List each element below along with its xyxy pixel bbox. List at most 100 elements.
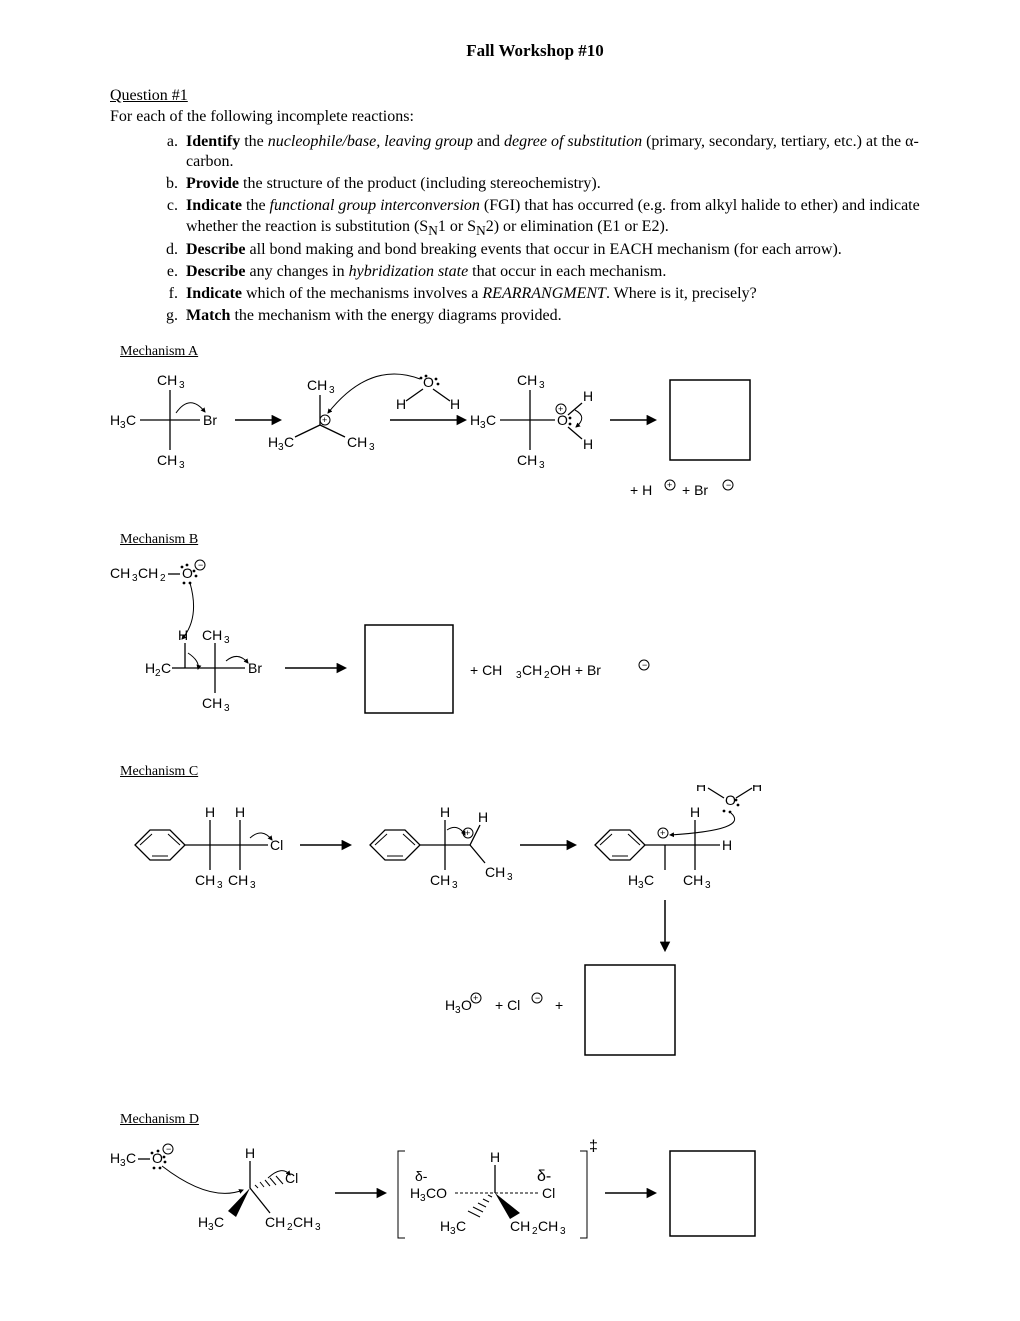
svg-text:CH: CH bbox=[228, 872, 248, 888]
svg-text:H: H bbox=[440, 804, 450, 820]
svg-text:CH: CH bbox=[522, 662, 542, 678]
page-title: Fall Workshop #10 bbox=[110, 40, 960, 62]
svg-text:2: 2 bbox=[160, 573, 166, 584]
svg-text:H: H bbox=[690, 804, 700, 820]
svg-text:‡: ‡ bbox=[589, 1138, 598, 1155]
svg-text:CO: CO bbox=[426, 1185, 447, 1201]
svg-text:3: 3 bbox=[224, 703, 230, 714]
svg-text:Br: Br bbox=[248, 660, 262, 676]
mechanism-b-diagram: CH3 CH2 O − H H2C CH3 CH3 Br + CH3 CH2 O… bbox=[110, 553, 960, 733]
svg-text:δ-: δ- bbox=[415, 1168, 428, 1184]
svg-text:3: 3 bbox=[452, 880, 458, 891]
svg-text:H: H bbox=[583, 436, 593, 452]
svg-text:Br: Br bbox=[203, 412, 217, 428]
svg-text:CH: CH bbox=[157, 452, 177, 468]
svg-text:3: 3 bbox=[329, 385, 335, 396]
list-item: Identify the nucleophile/base, leaving g… bbox=[182, 132, 960, 174]
svg-text:+ Cl: + Cl bbox=[495, 997, 520, 1013]
svg-text:+: + bbox=[322, 415, 327, 425]
svg-text:H: H bbox=[198, 1214, 208, 1230]
svg-text:Cl: Cl bbox=[542, 1185, 555, 1201]
svg-text:CH: CH bbox=[202, 627, 222, 643]
list-item: Describe any changes in hybridization st… bbox=[182, 262, 960, 283]
svg-text:+: + bbox=[558, 404, 563, 414]
svg-text:H: H bbox=[470, 412, 480, 428]
svg-text:CH: CH bbox=[110, 565, 130, 581]
svg-text:CH: CH bbox=[157, 372, 177, 388]
mechanism-c-label: Mechanism C bbox=[120, 763, 960, 781]
svg-text:3: 3 bbox=[369, 442, 375, 453]
svg-text:3: 3 bbox=[539, 380, 545, 391]
subquestion-list: Identify the nucleophile/base, leaving g… bbox=[110, 132, 960, 327]
svg-text:CH: CH bbox=[517, 372, 537, 388]
svg-text:H: H bbox=[145, 660, 155, 676]
svg-text:+ Br: + Br bbox=[682, 482, 708, 498]
svg-text:−: − bbox=[166, 1144, 171, 1154]
mechanism-a-diagram: CH3 CH3 H3C Br CH3 H3C CH3 + O HH CH3 CH… bbox=[110, 365, 960, 515]
mechanism-d-diagram: H3C O − H H3C CH2CH3 Cl ‡ bbox=[110, 1133, 960, 1273]
svg-text:H: H bbox=[245, 1145, 255, 1161]
svg-text:H: H bbox=[110, 412, 120, 428]
svg-text:δ-: δ- bbox=[537, 1168, 551, 1185]
svg-text:3: 3 bbox=[539, 460, 545, 471]
svg-text:−: − bbox=[198, 560, 203, 570]
svg-text:3: 3 bbox=[315, 1222, 321, 1233]
svg-text:O: O bbox=[461, 997, 472, 1013]
svg-text:3: 3 bbox=[250, 880, 256, 891]
svg-text:+: + bbox=[473, 993, 478, 1003]
svg-text:3: 3 bbox=[179, 380, 185, 391]
svg-text:C: C bbox=[284, 434, 294, 450]
mechanism-a-label: Mechanism A bbox=[120, 343, 960, 361]
svg-text:CH: CH bbox=[510, 1218, 530, 1234]
svg-text:CH: CH bbox=[683, 872, 703, 888]
question-header: Question #1 bbox=[110, 86, 960, 107]
svg-text:H: H bbox=[235, 804, 245, 820]
svg-text:H: H bbox=[445, 997, 455, 1013]
svg-text:CH: CH bbox=[202, 695, 222, 711]
svg-text:+ CH: + CH bbox=[470, 662, 502, 678]
svg-text:CH: CH bbox=[347, 434, 367, 450]
svg-text:H: H bbox=[410, 1185, 420, 1201]
svg-text:H: H bbox=[722, 837, 732, 853]
mechanism-c-diagram: H CH3 H CH3 Cl H CH3 H CH3 + bbox=[110, 785, 960, 1095]
list-item: Indicate the functional group interconve… bbox=[182, 196, 960, 239]
svg-text:O: O bbox=[152, 1150, 163, 1166]
svg-text:+: + bbox=[555, 997, 563, 1013]
svg-text:CH: CH bbox=[195, 872, 215, 888]
svg-text:C: C bbox=[126, 1150, 136, 1166]
svg-text:3: 3 bbox=[224, 635, 230, 646]
svg-text:OH + Br: OH + Br bbox=[550, 662, 601, 678]
svg-text:H: H bbox=[583, 388, 593, 404]
svg-text:CH: CH bbox=[307, 377, 327, 393]
svg-text:CH: CH bbox=[517, 452, 537, 468]
mechanism-b-label: Mechanism B bbox=[120, 531, 960, 549]
svg-text:+: + bbox=[660, 828, 665, 838]
svg-text:O: O bbox=[182, 565, 193, 581]
svg-text:O: O bbox=[725, 792, 736, 808]
svg-text:C: C bbox=[644, 872, 654, 888]
svg-text:H: H bbox=[205, 804, 215, 820]
svg-text:H: H bbox=[478, 809, 488, 825]
svg-text:−: − bbox=[642, 660, 647, 670]
svg-text:C: C bbox=[126, 412, 136, 428]
svg-text:3: 3 bbox=[217, 880, 223, 891]
svg-text:CH: CH bbox=[485, 864, 505, 880]
svg-text:3: 3 bbox=[705, 880, 711, 891]
list-item: Match the mechanism with the energy diag… bbox=[182, 306, 960, 327]
mechanism-d-label: Mechanism D bbox=[120, 1111, 960, 1129]
svg-text:H: H bbox=[268, 434, 278, 450]
svg-text:CH: CH bbox=[293, 1214, 313, 1230]
svg-text:H: H bbox=[490, 1149, 500, 1165]
svg-text:H: H bbox=[450, 396, 460, 412]
svg-text:3: 3 bbox=[507, 872, 513, 883]
svg-text:H: H bbox=[178, 627, 188, 643]
svg-text:H: H bbox=[696, 785, 706, 794]
svg-text:H: H bbox=[440, 1218, 450, 1234]
svg-text:C: C bbox=[456, 1218, 466, 1234]
svg-text:3: 3 bbox=[179, 460, 185, 471]
svg-text:O: O bbox=[557, 412, 568, 428]
svg-text:3: 3 bbox=[560, 1226, 566, 1237]
svg-text:+: + bbox=[465, 828, 470, 838]
svg-text:C: C bbox=[486, 412, 496, 428]
svg-text:CH: CH bbox=[538, 1218, 558, 1234]
